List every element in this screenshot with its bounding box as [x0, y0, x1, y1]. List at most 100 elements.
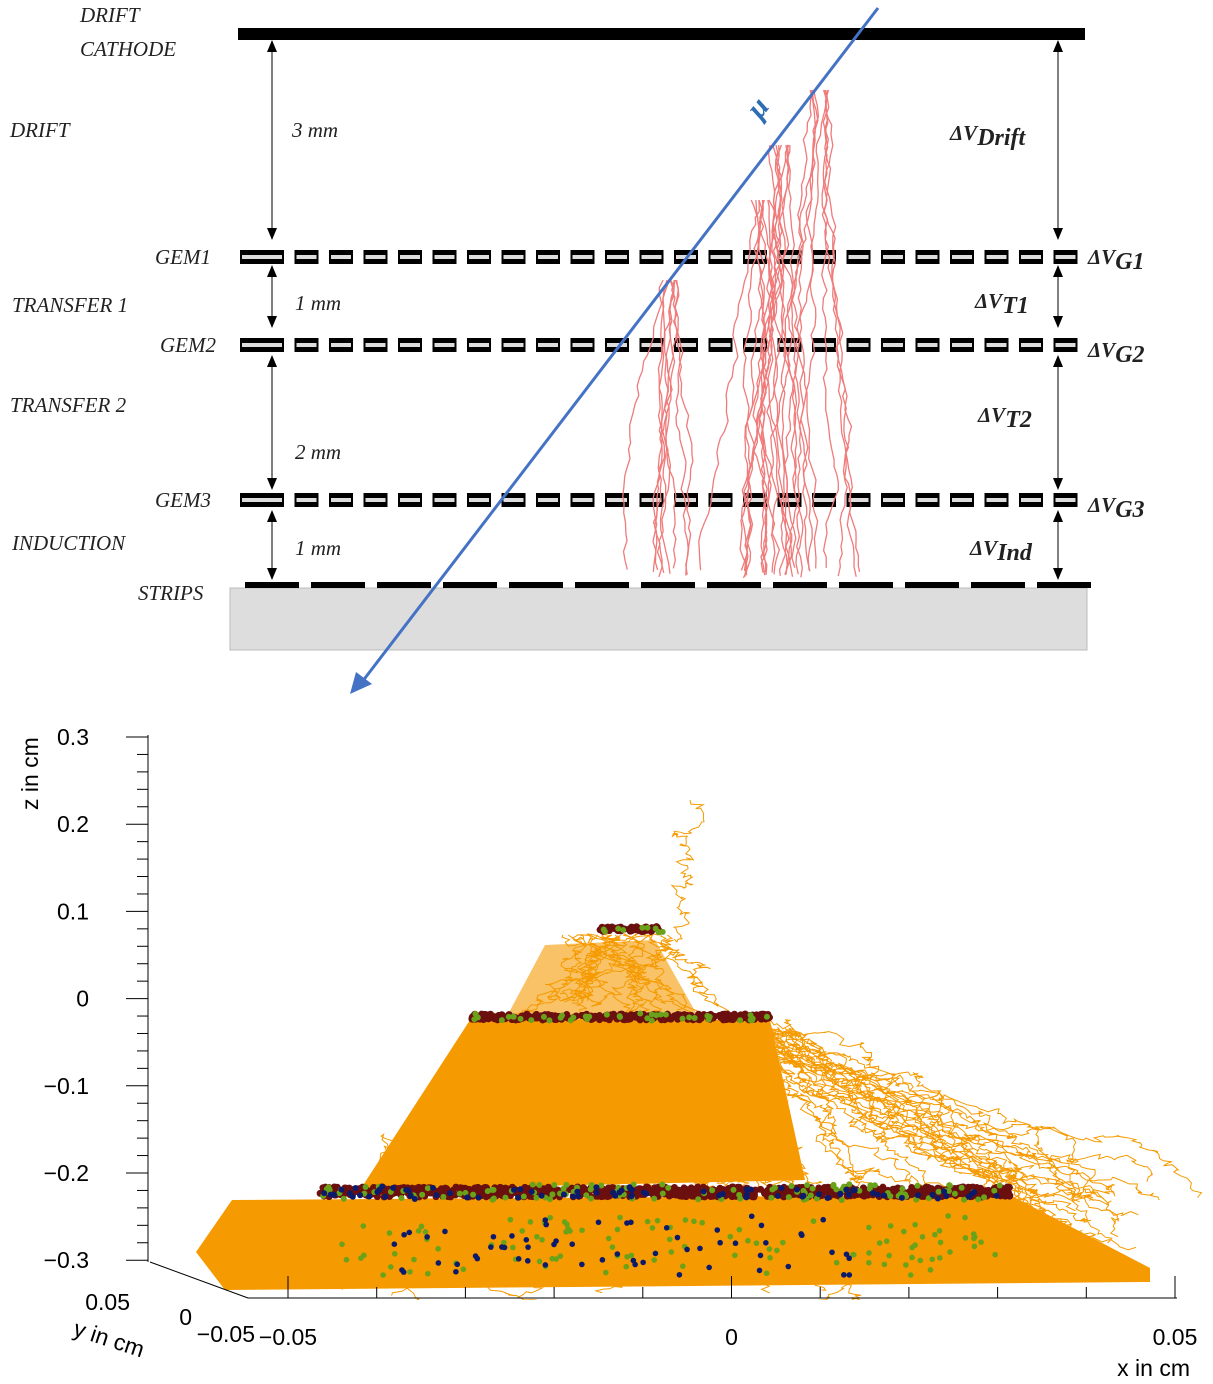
ionization-dot — [447, 1190, 454, 1197]
electron-path — [518, 1198, 585, 1275]
excitation-dot — [927, 1267, 934, 1273]
ionization-dot — [965, 1193, 972, 1200]
excitation-dot — [637, 1010, 644, 1017]
excitation-dot — [901, 1228, 907, 1235]
ionization-dot — [743, 1186, 750, 1193]
ionization-dot — [338, 1186, 345, 1193]
electron-path — [549, 1199, 625, 1288]
excitation-dot — [617, 1013, 624, 1020]
electron-track — [784, 89, 819, 575]
ion-dot — [345, 1185, 353, 1193]
excitation-dot — [582, 1013, 589, 1020]
excitation-dot — [850, 1251, 856, 1258]
muon-track — [360, 7, 880, 683]
ionization-dot — [538, 1192, 545, 1199]
excitation-dot — [435, 1245, 441, 1252]
voltage-symbol: ΔV — [977, 403, 1007, 427]
gem-hole — [952, 498, 972, 502]
plot-3d: 0.30.20.10−0.1−0.2−0.3−0.05 0 0.050.050−0.… — [17, 724, 1203, 1381]
gem-hole — [538, 255, 558, 259]
excitation-dot — [563, 1229, 569, 1235]
label: GEM3 — [155, 488, 211, 512]
electron-path — [679, 1019, 741, 1188]
electron-path — [673, 1018, 753, 1196]
gem-hole — [779, 498, 800, 502]
ion-dot — [957, 1190, 965, 1198]
excitation-dot — [883, 1238, 890, 1244]
gem-hole — [434, 343, 455, 347]
ion-dot — [763, 1187, 771, 1195]
voltage-label: ΔVG1 — [1087, 245, 1145, 275]
excitation-dot — [547, 1196, 554, 1203]
electron-path — [778, 1029, 1109, 1267]
excitation-dot — [804, 1182, 811, 1189]
excitation-dot — [945, 1213, 951, 1219]
ionization-dot — [874, 1191, 881, 1198]
excitation-dot — [686, 1014, 693, 1021]
ionization-dot — [632, 1261, 638, 1268]
electron-path — [705, 1199, 753, 1277]
gem-hole — [365, 498, 386, 502]
gem-hole — [469, 498, 489, 502]
ionization-dot — [829, 1249, 835, 1256]
ionization-dot — [475, 1194, 482, 1201]
gem-hole — [1021, 498, 1041, 502]
ionization-dot — [743, 1191, 750, 1198]
excitation-dot — [866, 1224, 872, 1231]
ionization-dot — [403, 1186, 410, 1193]
ionization-dot — [757, 1252, 764, 1259]
excitation-dot — [909, 1254, 915, 1261]
drift-cathode — [238, 28, 1085, 40]
ionization-dot — [509, 1233, 515, 1239]
excitation-dot — [932, 1231, 938, 1238]
ion-dot — [532, 1010, 540, 1018]
ionization-dot — [846, 1255, 852, 1262]
ionization-dot — [528, 1188, 535, 1195]
ion-dot — [676, 1187, 684, 1195]
excitation-dot — [649, 1225, 656, 1231]
gem-hole — [883, 498, 903, 502]
excitation-dot — [510, 1244, 516, 1251]
ionization-dot — [663, 1225, 670, 1231]
electron-path — [477, 1012, 644, 1158]
excitation-dot — [732, 1252, 738, 1259]
ion-dot — [1003, 1183, 1011, 1191]
electron-path — [589, 934, 701, 1025]
arrow-head — [1053, 228, 1063, 240]
voltage-sub: T1 — [1002, 293, 1029, 319]
z-tick-label: 0.2 — [57, 811, 89, 837]
electron-path — [585, 1016, 695, 1231]
cloud-dense — [360, 1020, 805, 1190]
ionization-dot — [517, 1186, 524, 1193]
ionization-dot — [640, 1189, 647, 1196]
label: DRIFT — [9, 118, 71, 142]
gem-hole — [814, 255, 834, 259]
excitation-dot — [648, 1011, 655, 1018]
electron-path — [545, 1019, 729, 1184]
excitation-dot — [603, 1011, 610, 1018]
electron-track — [740, 199, 760, 577]
ionization-dot — [442, 1228, 448, 1235]
gem-hole — [242, 343, 282, 347]
excitation-dot — [749, 1017, 756, 1024]
excitation-dot — [680, 1263, 686, 1269]
electron-path — [484, 1019, 609, 1198]
excitation-dot — [546, 1017, 553, 1024]
ionization-dot — [406, 1229, 413, 1236]
excitation-dot — [887, 1193, 894, 1200]
excitation-dot — [866, 1259, 872, 1266]
excitation-dot — [975, 1196, 982, 1203]
excitation-dot — [881, 1261, 888, 1268]
arrow-head — [267, 510, 277, 522]
gem-hole — [400, 255, 420, 259]
ionization-dot — [898, 1194, 905, 1201]
gem-hole — [331, 498, 351, 502]
gem-hole — [952, 343, 972, 347]
label: GEM2 — [160, 333, 216, 357]
excitation-dot — [339, 1241, 345, 1248]
voltage-sub: G2 — [1115, 342, 1144, 368]
electron-path — [586, 1018, 760, 1128]
electron-path — [751, 1029, 1054, 1243]
excitation-dot — [620, 927, 627, 934]
